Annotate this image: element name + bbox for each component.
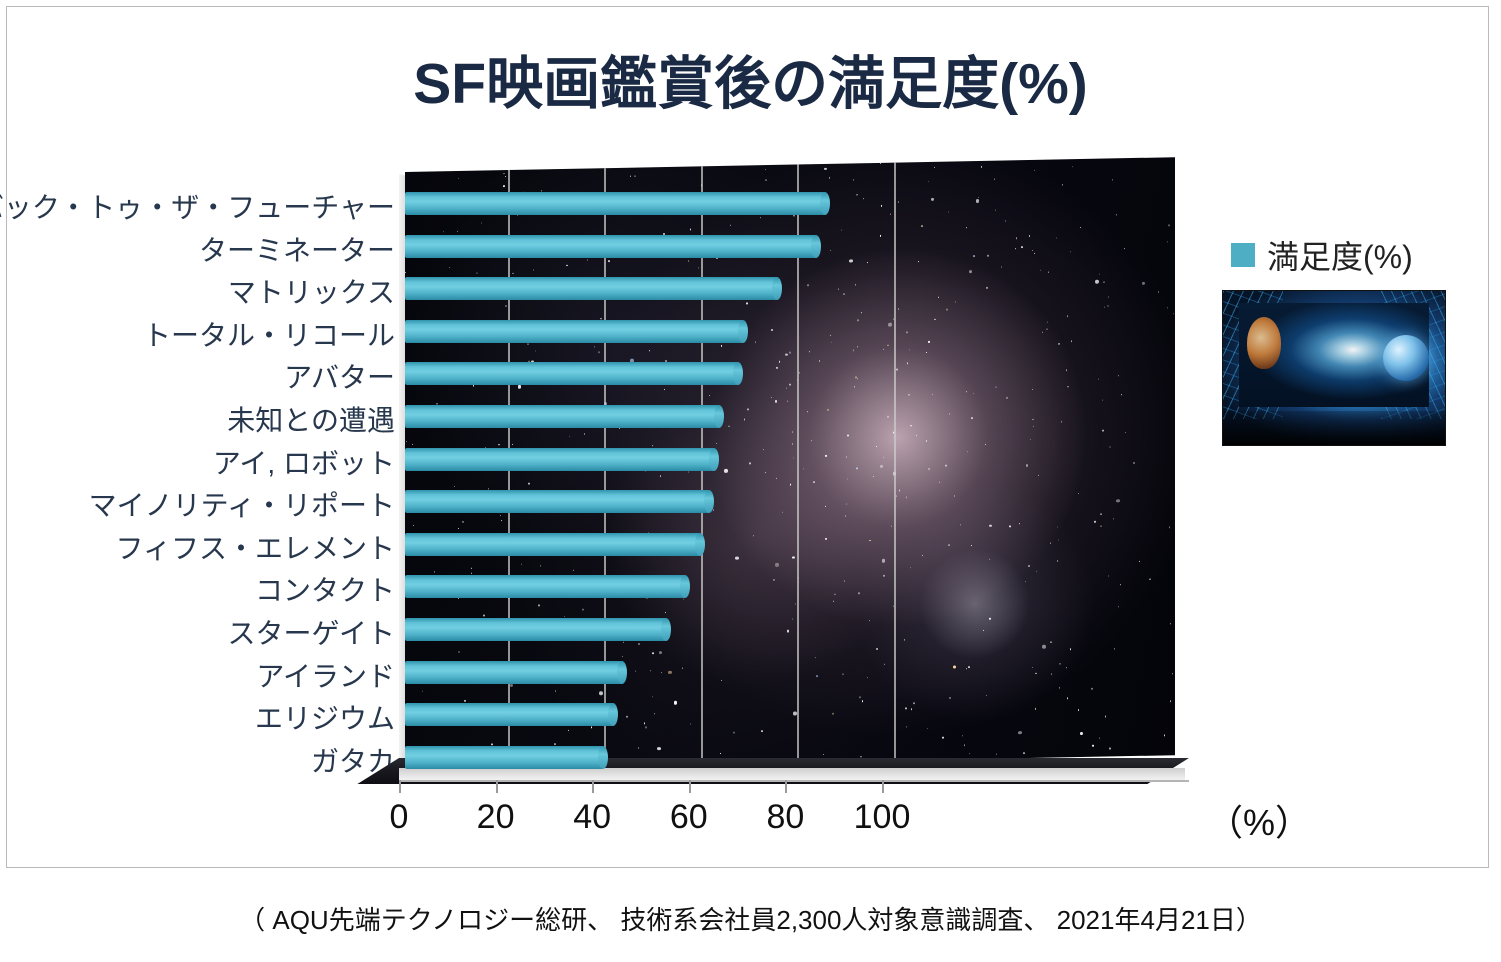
bar-series xyxy=(405,172,1195,770)
bar-end-cap xyxy=(709,447,720,471)
axis-tick-label-60: 60 xyxy=(669,798,708,836)
bar-2[interactable] xyxy=(405,277,782,301)
axis-tick-80 xyxy=(785,780,788,793)
bar-end-cap xyxy=(738,319,749,343)
bar-row[interactable] xyxy=(405,184,888,224)
source-note: （ AQU先端テクノロジー総研、 技術系会社員2,300人対象意識調査、 202… xyxy=(239,905,1262,935)
bar-row[interactable] xyxy=(405,227,888,267)
value-axis-unit-label: （%） xyxy=(1207,802,1312,843)
bar-10[interactable] xyxy=(405,618,671,641)
bar-row[interactable] xyxy=(405,610,888,650)
bar-1[interactable] xyxy=(405,234,821,258)
cinema-screen-image xyxy=(1222,290,1446,446)
axis-tick-label-0: 0 xyxy=(389,798,409,836)
bar-end-cap xyxy=(820,192,831,215)
bar-5[interactable] xyxy=(405,405,724,428)
legend-color-swatch-icon xyxy=(1231,243,1255,267)
bar-row[interactable] xyxy=(405,653,888,693)
category-label-5: 未知との遭遇 xyxy=(227,405,395,436)
bar-end-cap xyxy=(660,618,671,641)
image-audience-seats xyxy=(1223,411,1445,445)
bar-7[interactable] xyxy=(405,490,715,514)
category-label-1: ターミネーター xyxy=(198,234,395,266)
bar-end-cap xyxy=(713,405,724,428)
chart-legend: 満足度(%) xyxy=(1231,232,1413,278)
axis-tick-label-80: 80 xyxy=(766,798,805,836)
image-planet xyxy=(1383,335,1429,381)
plot-floor-front xyxy=(399,768,1185,780)
bar-end-cap xyxy=(733,362,744,386)
bar-end-cap xyxy=(810,234,821,258)
bar-end-cap xyxy=(598,745,608,769)
value-axis-line xyxy=(399,780,1189,782)
bar-row[interactable] xyxy=(405,525,888,565)
bar-9[interactable] xyxy=(405,575,691,599)
bar-row[interactable] xyxy=(405,397,888,437)
category-label-0: バック・トゥ・ザ・フューチャー xyxy=(0,192,395,223)
axis-tick-label-20: 20 xyxy=(476,798,515,836)
bar-row[interactable] xyxy=(405,482,888,522)
bar-end-cap xyxy=(617,660,628,684)
axis-tick-20 xyxy=(495,780,498,793)
category-label-4: アバター xyxy=(284,362,395,394)
axis-tick-60 xyxy=(688,780,691,793)
plot-area: 0 20 40 60 80 100 （%） xyxy=(357,157,1311,843)
category-label-7: マイノリティ・リポート xyxy=(88,490,395,522)
category-axis-labels: バック・トゥ・ザ・フューチャーターミネーターマトリックストータル・リコールアバタ… xyxy=(0,172,395,777)
bar-row[interactable] xyxy=(405,695,888,735)
bar-6[interactable] xyxy=(405,447,720,471)
bar-row[interactable] xyxy=(405,354,888,394)
bar-12[interactable] xyxy=(405,703,618,727)
axis-tick-label-100: 100 xyxy=(853,798,911,836)
axis-tick-100 xyxy=(882,780,884,793)
image-warm-object xyxy=(1247,317,1281,369)
category-label-8: フィフス・エレメント xyxy=(115,532,395,564)
bar-11[interactable] xyxy=(405,660,628,684)
legend-label: 満足度(%) xyxy=(1267,239,1413,275)
axis-tick-40 xyxy=(592,780,595,793)
bar-0[interactable] xyxy=(405,192,831,215)
axis-tick-label-40: 40 xyxy=(573,798,612,836)
category-label-12: エリジウム xyxy=(254,703,395,735)
category-label-2: マトリックス xyxy=(227,277,395,309)
bar-row[interactable] xyxy=(405,738,888,778)
category-label-9: コンタクト xyxy=(254,575,395,607)
category-label-10: スターゲイト xyxy=(227,618,395,649)
bar-end-cap xyxy=(771,277,782,301)
axis-tick-0 xyxy=(399,780,401,793)
bar-row[interactable] xyxy=(405,567,888,607)
category-label-11: アイランド xyxy=(256,660,395,692)
category-label-3: トータル・リコール xyxy=(142,319,395,351)
bar-end-cap xyxy=(680,575,691,599)
bar-4[interactable] xyxy=(405,362,744,386)
bar-row[interactable] xyxy=(405,269,888,309)
bar-8[interactable] xyxy=(405,532,705,556)
bar-end-cap xyxy=(694,532,705,556)
bar-row[interactable] xyxy=(405,440,888,480)
bar-row[interactable] xyxy=(405,312,888,352)
chart-title: SF映画鑑賞後の満足度(%) xyxy=(413,52,1088,116)
bar-3[interactable] xyxy=(405,319,749,343)
category-label-6: アイ, ロボット xyxy=(212,447,395,479)
bar-end-cap xyxy=(704,490,715,514)
bar-end-cap xyxy=(607,703,618,727)
bar-13[interactable] xyxy=(405,745,608,769)
